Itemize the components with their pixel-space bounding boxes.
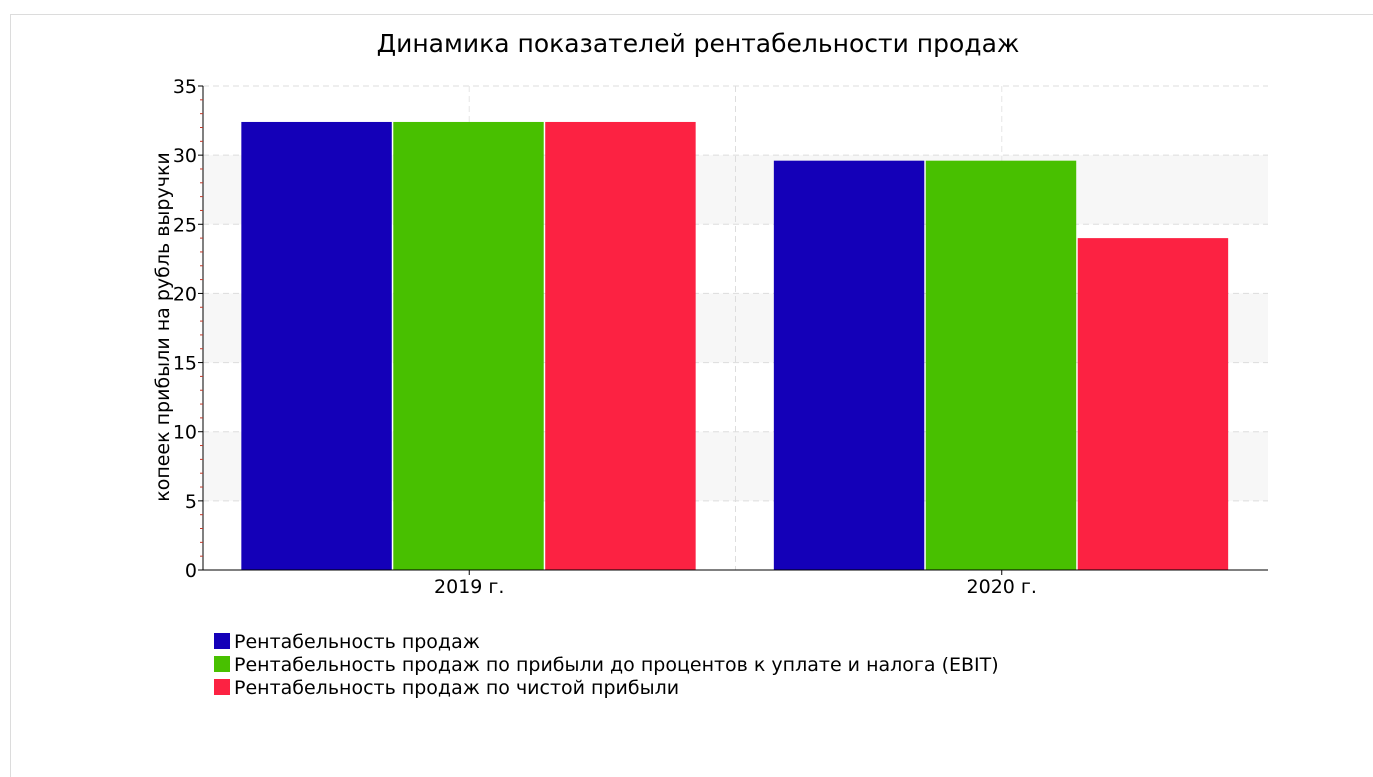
x-tick-label: 2020 г. xyxy=(967,576,1037,598)
y-tick-label: 10 xyxy=(173,422,197,444)
bar xyxy=(393,121,544,570)
chart-title: Динамика показателей рентабельности прод… xyxy=(377,29,1020,58)
x-tick-label: 2019 г. xyxy=(434,576,504,598)
legend-swatch xyxy=(214,679,230,695)
y-tick-label: 0 xyxy=(185,560,197,582)
axes-group: 0 5 10 15 20 25 30 35 2019 г. 2020 г. xyxy=(173,76,1268,598)
y-tick-label: 25 xyxy=(173,214,197,236)
bar xyxy=(773,160,925,570)
bars-group xyxy=(241,121,1229,570)
y-tick-label: 20 xyxy=(173,283,197,305)
legend-swatch xyxy=(214,633,230,649)
legend-label: Рентабельность продаж по прибыли до проц… xyxy=(234,654,999,676)
y-tick-label: 35 xyxy=(173,76,197,98)
y-axis-label: копеек прибыли на рубль выручки xyxy=(152,152,174,502)
bar xyxy=(545,121,696,570)
y-tick-label: 5 xyxy=(185,491,197,513)
legend-label: Рентабельность продаж xyxy=(234,631,480,653)
bar xyxy=(241,121,392,570)
y-tick-label: 30 xyxy=(173,145,197,167)
y-tick-label: 15 xyxy=(173,353,197,375)
bar xyxy=(1077,238,1229,570)
bar xyxy=(925,160,1077,570)
legend-label: Рентабельность продаж по чистой прибыли xyxy=(234,677,679,699)
legend-swatch xyxy=(214,656,230,672)
